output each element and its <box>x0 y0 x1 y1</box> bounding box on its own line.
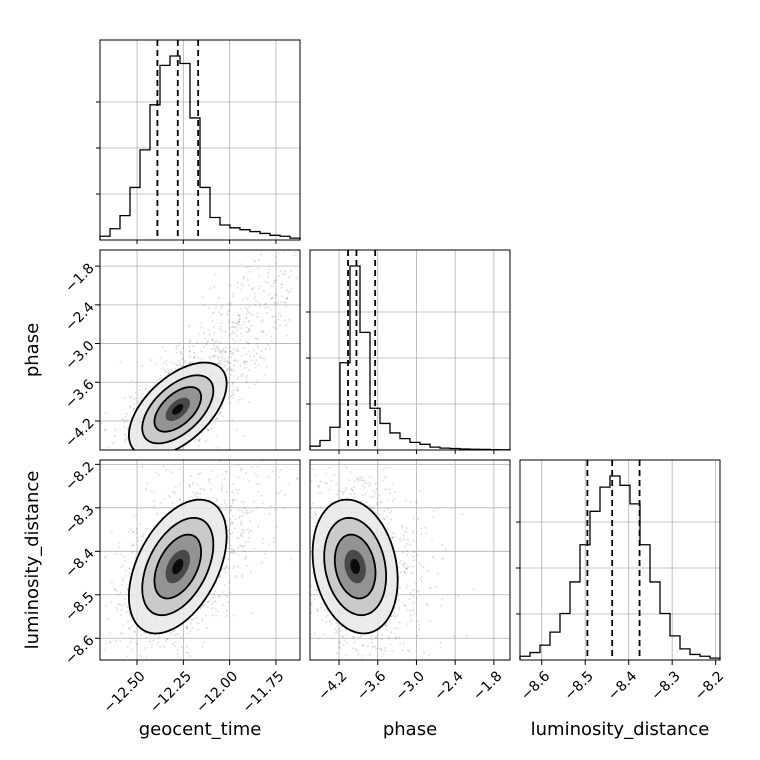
axes-frame <box>309 459 511 661</box>
panel-geocent_time <box>96 39 301 241</box>
density-geocent_time-phase <box>100 250 300 450</box>
y-tick-label: −2.4 <box>62 299 97 334</box>
panel-geocent_time-vs-phase <box>99 249 301 451</box>
panel-geocent_time-vs-luminosity_distance <box>99 459 301 661</box>
y-tick-label: −3.0 <box>62 338 97 373</box>
y-tick-label: −8.5 <box>62 589 97 624</box>
x-tick-label: −3.0 <box>393 668 428 703</box>
contour-line <box>333 533 377 600</box>
histogram-luminosity_distance <box>519 475 721 660</box>
x-tick-label: −12.25 <box>147 668 195 716</box>
x-tick-label: −3.6 <box>354 668 389 703</box>
x-tick-label: −12.50 <box>101 668 149 716</box>
y-tick-label: −4.2 <box>62 415 97 450</box>
x-tick-label: −8.2 <box>692 668 727 703</box>
density-geocent_time-luminosity_distance <box>100 460 299 660</box>
contour-line <box>153 533 203 600</box>
y-tick-label: −8.4 <box>62 546 97 581</box>
axes-frame <box>99 459 301 661</box>
y-axis-label-phase: phase <box>22 323 43 377</box>
x-tick-label: −4.2 <box>315 668 350 703</box>
panel-phase <box>306 249 511 451</box>
histogram-geocent_time <box>99 55 301 240</box>
x-tick-label: −8.4 <box>605 668 640 703</box>
x-tick-label: −11.75 <box>240 668 288 716</box>
x-tick-label: −8.6 <box>518 668 553 703</box>
contour-line <box>311 498 399 635</box>
axes-frame <box>309 249 511 451</box>
density-level <box>350 558 360 575</box>
y-tick-label: −8.2 <box>62 459 97 494</box>
contour-line <box>323 516 388 617</box>
contour-line <box>141 516 215 617</box>
y-tick-label: −8.6 <box>62 633 97 668</box>
x-tick-label: −8.3 <box>648 668 683 703</box>
y-tick-label: −1.8 <box>62 260 97 295</box>
x-axis-label-phase: phase <box>383 719 437 740</box>
panel-phase-vs-luminosity_distance <box>309 459 511 661</box>
x-tick-label: −2.4 <box>431 668 466 703</box>
x-axis-label-geocent_time: geocent_time <box>139 719 262 740</box>
x-tick-label: −8.5 <box>561 668 596 703</box>
contour-line <box>127 498 228 635</box>
density-phase-luminosity_distance <box>310 466 475 660</box>
x-axis-label-luminosity_distance: luminosity_distance <box>531 719 710 740</box>
contour-line <box>153 386 203 433</box>
y-axis-label-luminosity_distance: luminosity_distance <box>22 471 43 650</box>
axes-frame <box>99 39 301 241</box>
histogram-phase <box>309 265 511 451</box>
axes-frame <box>519 459 721 661</box>
x-tick-label: −1.8 <box>470 668 505 703</box>
panel-luminosity_distance <box>516 459 721 661</box>
density-level <box>172 404 184 415</box>
axes-frame <box>99 249 301 451</box>
contour-line <box>127 361 228 450</box>
contour-line <box>141 374 215 445</box>
y-tick-label: −8.3 <box>62 502 97 537</box>
x-tick-label: −12.00 <box>193 668 241 716</box>
y-tick-label: −3.6 <box>62 377 97 412</box>
density-level <box>172 558 184 575</box>
